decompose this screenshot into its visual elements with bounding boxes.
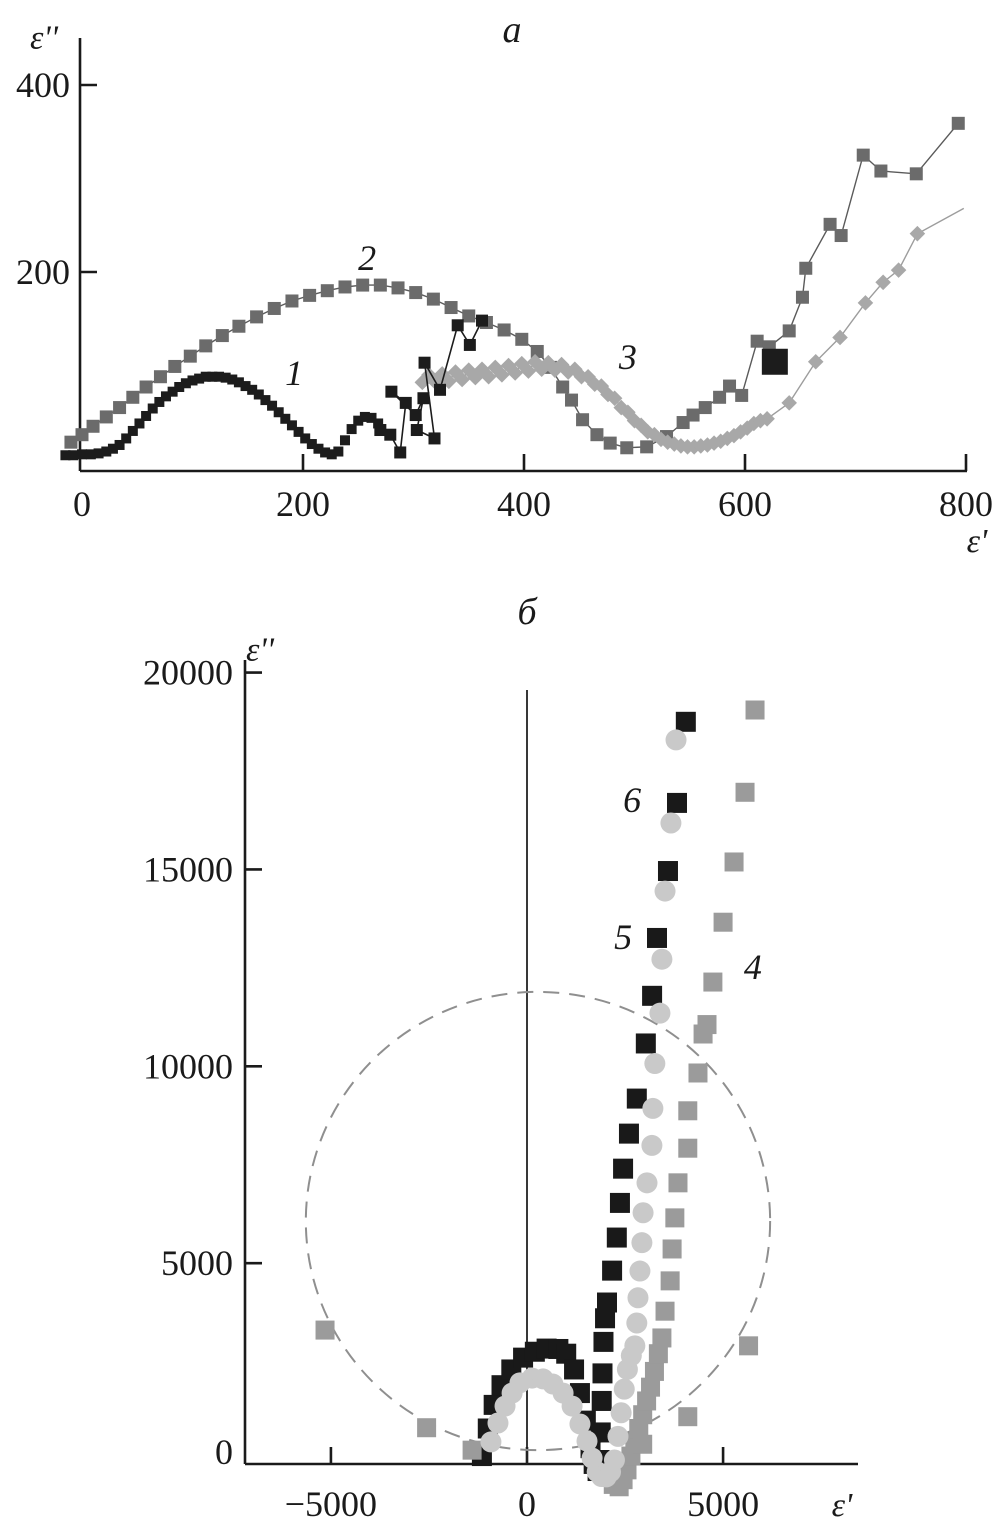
x-tick-label-200: 200	[276, 484, 330, 524]
panel-b: −5000 0 5000 5000 10000 15000 20000 0 6 5 4 б ε'' ε'	[143, 591, 858, 1524]
y-tick-label-15000: 15000	[143, 849, 233, 889]
series-2-panel-a	[64, 116, 965, 455]
y-tick-label-10000: 10000	[143, 1046, 233, 1086]
x-tick-label-800: 800	[939, 484, 993, 524]
panel-a-xlabel: ε'	[967, 523, 988, 560]
y-tick-label-0: 0	[215, 1432, 233, 1472]
panel-b-axes: −5000 0 5000 5000 10000 15000 20000 0	[143, 653, 858, 1524]
series-1-dense-panel-a	[60, 371, 384, 461]
x-tick-label-600: 600	[718, 484, 772, 524]
x-tick-label--5000: −5000	[285, 1484, 377, 1524]
panel-a: 0 200 400 600 800 200 400 1 2 3 a ε'' ε'	[16, 9, 993, 560]
series-annotation-5: 5	[614, 917, 632, 957]
series-5-panel-b	[480, 729, 687, 1488]
series-1-outlier-panel-a	[761, 348, 788, 375]
series-annotation-6: 6	[623, 780, 641, 820]
series-annotation-2: 2	[358, 238, 376, 278]
series-annotation-3: 3	[618, 337, 637, 377]
series-4-band-panel-b	[599, 700, 765, 1497]
series-4-scatter-panel-b	[315, 1320, 759, 1460]
x-tick-label-0: 0	[73, 484, 91, 524]
y-tick-label-200: 200	[16, 252, 70, 292]
series-annotation-1: 1	[285, 353, 303, 393]
y-tick-label-20000: 20000	[143, 653, 233, 693]
panel-a-ylabel: ε''	[30, 20, 59, 57]
panel-b-ylabel: ε''	[246, 632, 275, 669]
panel-b-title: б	[517, 591, 538, 633]
x-tick-label-400: 400	[497, 484, 551, 524]
dashed-fit-circle	[304, 990, 772, 1452]
panel-a-axes: 0 200 400 600 800 200 400	[16, 38, 993, 524]
series-2-line	[70, 122, 959, 449]
series-1-chain-panel-a	[374, 314, 489, 459]
y-tick-label-400: 400	[16, 65, 70, 105]
panel-a-title: a	[503, 9, 522, 51]
series-annotation-4: 4	[744, 947, 762, 987]
x-tick-label-5000: 5000	[687, 1484, 759, 1524]
y-tick-label-5000: 5000	[161, 1243, 233, 1283]
panel-b-xlabel: ε'	[832, 1487, 853, 1524]
x-tick-label-0: 0	[518, 1484, 536, 1524]
